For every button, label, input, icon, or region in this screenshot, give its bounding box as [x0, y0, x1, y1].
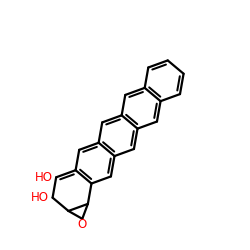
Text: O: O — [78, 218, 87, 231]
Text: HO: HO — [31, 191, 49, 204]
Text: HO: HO — [34, 171, 52, 184]
